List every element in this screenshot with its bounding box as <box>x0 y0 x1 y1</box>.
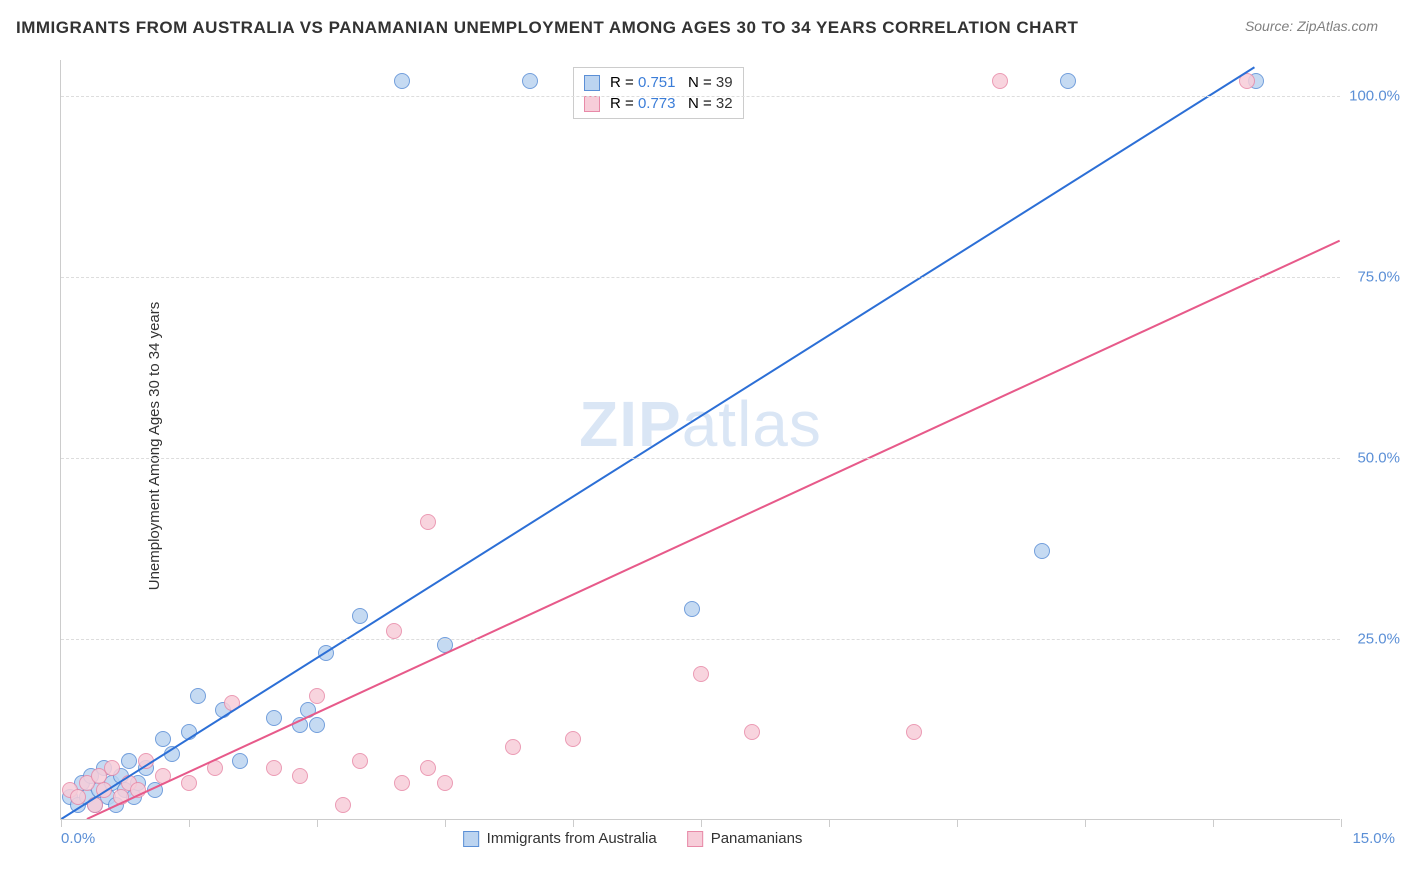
data-point <box>292 717 308 733</box>
data-point <box>155 768 171 784</box>
chart-title: IMMIGRANTS FROM AUSTRALIA VS PANAMANIAN … <box>16 18 1078 38</box>
data-point <box>292 768 308 784</box>
data-point <box>104 760 120 776</box>
data-point <box>335 797 351 813</box>
data-point <box>130 782 146 798</box>
x-tick <box>1341 819 1342 827</box>
data-point <box>224 695 240 711</box>
r-label: R = 0.751 N = 39 <box>610 74 733 91</box>
data-point <box>1034 543 1050 559</box>
legend-item-panamanians: Panamanians <box>687 830 803 847</box>
data-point <box>992 73 1008 89</box>
watermark-bold: ZIP <box>579 388 682 460</box>
x-tick <box>1085 819 1086 827</box>
watermark-rest: atlas <box>682 388 822 460</box>
series-legend: Immigrants from Australia Panamanians <box>463 830 803 847</box>
legend-label-panamanians: Panamanians <box>711 830 803 847</box>
data-point <box>744 724 760 740</box>
data-point <box>684 601 700 617</box>
x-tick <box>573 819 574 827</box>
gridline <box>61 458 1340 459</box>
data-point <box>352 608 368 624</box>
x-tick <box>957 819 958 827</box>
data-point <box>565 731 581 747</box>
data-point <box>386 623 402 639</box>
data-point <box>906 724 922 740</box>
data-point <box>181 775 197 791</box>
legend-swatch <box>584 96 600 112</box>
legend-row: R = 0.751 N = 39 <box>584 72 733 93</box>
data-point <box>420 760 436 776</box>
legend-swatch <box>584 75 600 91</box>
data-point <box>138 753 154 769</box>
y-tick-label: 75.0% <box>1357 269 1400 286</box>
data-point <box>96 782 112 798</box>
trend-line <box>87 241 1340 819</box>
data-point <box>693 666 709 682</box>
legend-item-australia: Immigrants from Australia <box>463 830 657 847</box>
y-tick-label: 100.0% <box>1349 88 1400 105</box>
data-point <box>207 760 223 776</box>
data-point <box>420 514 436 530</box>
plot-area: ZIPatlas R = 0.751 N = 39 R = 0.773 N = 3… <box>60 60 1340 820</box>
data-point <box>1239 73 1255 89</box>
data-point <box>1060 73 1076 89</box>
data-point <box>232 753 248 769</box>
legend-swatch-australia <box>463 831 479 847</box>
gridline <box>61 277 1340 278</box>
data-point <box>394 775 410 791</box>
source-attribution: Source: ZipAtlas.com <box>1245 18 1378 34</box>
r-label: R = 0.773 N = 32 <box>610 95 733 112</box>
data-point <box>266 760 282 776</box>
y-tick-label: 50.0% <box>1357 450 1400 467</box>
data-point <box>155 731 171 747</box>
data-point <box>113 789 129 805</box>
data-point <box>522 73 538 89</box>
data-point <box>147 782 163 798</box>
data-point <box>394 73 410 89</box>
data-point <box>300 702 316 718</box>
data-point <box>121 753 137 769</box>
data-point <box>309 688 325 704</box>
x-tick <box>317 819 318 827</box>
x-tick <box>829 819 830 827</box>
legend-swatch-panamanians <box>687 831 703 847</box>
data-point <box>70 789 86 805</box>
data-point <box>190 688 206 704</box>
data-point <box>505 739 521 755</box>
x-tick-label-max: 15.0% <box>1352 830 1395 847</box>
data-point <box>437 775 453 791</box>
data-point <box>318 645 334 661</box>
x-tick <box>61 819 62 827</box>
trend-lines-layer <box>61 60 1340 819</box>
data-point <box>352 753 368 769</box>
x-tick <box>701 819 702 827</box>
watermark: ZIPatlas <box>579 387 822 461</box>
x-tick <box>1213 819 1214 827</box>
y-tick-label: 25.0% <box>1357 631 1400 648</box>
legend-label-australia: Immigrants from Australia <box>487 830 657 847</box>
data-point <box>266 710 282 726</box>
gridline <box>61 96 1340 97</box>
x-tick <box>445 819 446 827</box>
trend-line <box>61 67 1254 819</box>
data-point <box>181 724 197 740</box>
data-point <box>87 797 103 813</box>
x-tick <box>189 819 190 827</box>
data-point <box>309 717 325 733</box>
data-point <box>164 746 180 762</box>
gridline <box>61 639 1340 640</box>
x-tick-label-min: 0.0% <box>61 830 95 847</box>
correlation-legend: R = 0.751 N = 39 R = 0.773 N = 32 <box>573 67 744 119</box>
